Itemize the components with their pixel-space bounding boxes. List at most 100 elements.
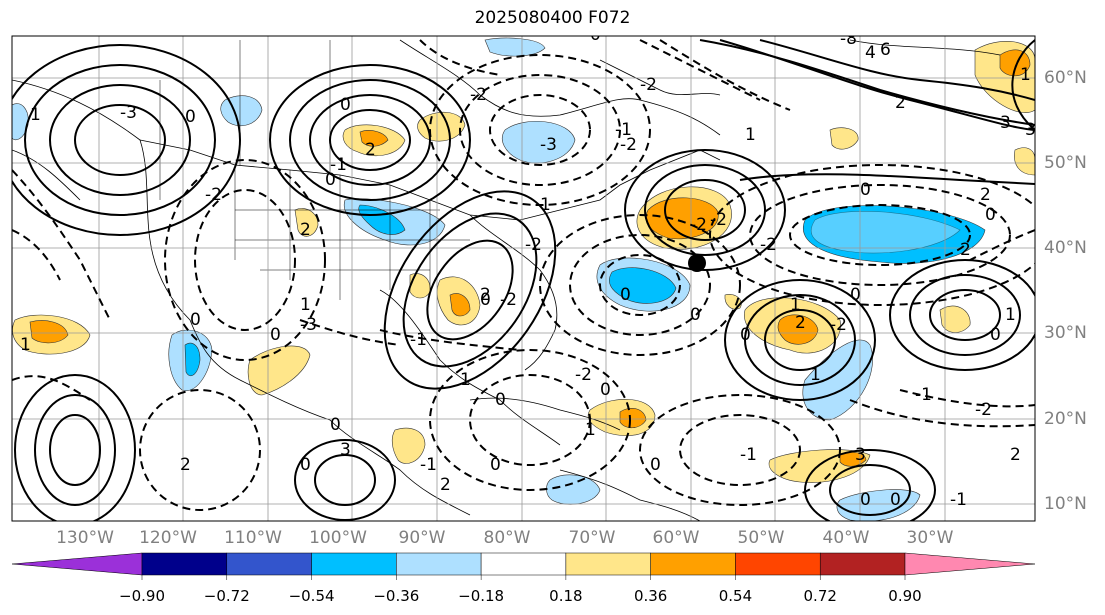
contour-label: 0 bbox=[495, 390, 506, 410]
contour-label: -1 bbox=[915, 385, 932, 405]
map-background bbox=[12, 36, 1035, 521]
contour-label: 1 bbox=[300, 295, 311, 315]
contour-label: 0 bbox=[740, 325, 751, 345]
longitude-label: 130°W bbox=[56, 528, 114, 548]
colorbar-segment bbox=[565, 552, 651, 576]
contour-label: 3 bbox=[340, 440, 351, 460]
colorbar-tick-label: −0.72 bbox=[203, 587, 250, 605]
latitude-label: 60°N bbox=[1044, 68, 1087, 88]
contour-label: 3 bbox=[1025, 120, 1036, 140]
latitude-label: 50°N bbox=[1044, 153, 1087, 173]
contour-label: 1 bbox=[30, 105, 41, 125]
colorbar-segment bbox=[311, 552, 397, 576]
contour-label: 2 bbox=[980, 185, 991, 205]
colorbar-segment bbox=[735, 552, 821, 576]
contour-label: -3 bbox=[300, 315, 317, 335]
contour-label: -2 bbox=[575, 365, 592, 385]
graticule bbox=[12, 36, 1035, 521]
contour-label: 0 bbox=[590, 25, 601, 45]
contour-label: 1 bbox=[1020, 65, 1031, 85]
contour-label: 6 bbox=[880, 40, 891, 60]
colorbar-extend-high bbox=[904, 552, 1036, 576]
colorbar-tick-label: 0.90 bbox=[888, 587, 922, 605]
longitude-label: 40°W bbox=[822, 528, 870, 548]
longitude-label: 120°W bbox=[139, 528, 197, 548]
contour-label: 0 bbox=[860, 490, 871, 510]
figure-title: 2025080400 F072 bbox=[474, 8, 631, 28]
contour-label: -2 bbox=[525, 235, 542, 255]
contour-label: -3 bbox=[540, 135, 557, 155]
colorbar-segment bbox=[396, 552, 482, 576]
contour-label: -2 bbox=[500, 290, 517, 310]
contour-label: 0 bbox=[325, 170, 336, 190]
contour-label: 0 bbox=[985, 205, 996, 225]
latitude-label: 20°N bbox=[1044, 409, 1087, 429]
colorbar-segment bbox=[226, 552, 312, 576]
contour-label: -3 bbox=[120, 103, 137, 123]
contour-label: 1 bbox=[1005, 305, 1016, 325]
contour-label: -2 bbox=[760, 235, 777, 255]
contour-label: -2 bbox=[975, 400, 992, 420]
colorbar-tick-label: −0.36 bbox=[373, 587, 420, 605]
contour-label: 1 bbox=[810, 365, 821, 385]
contour-label: 3 bbox=[855, 445, 866, 465]
contour-label: 1 bbox=[540, 195, 551, 215]
colorbar-tick-label: −0.54 bbox=[288, 587, 335, 605]
longitude-label: 70°W bbox=[568, 528, 616, 548]
contour-label: -1 bbox=[615, 120, 632, 140]
contour-label: 1 bbox=[745, 125, 756, 145]
contour-label: 0 bbox=[300, 455, 311, 475]
contour-label: 1 bbox=[585, 420, 596, 440]
colorbar-segment bbox=[819, 552, 906, 576]
contour-label: 0 bbox=[690, 305, 701, 325]
colorbar-tick-label: −0.90 bbox=[119, 587, 165, 605]
contour-label: 0 bbox=[340, 95, 351, 115]
contour-label: -2 bbox=[470, 85, 487, 105]
map-frame bbox=[11, 35, 1036, 522]
longitude-label: 80°W bbox=[483, 528, 531, 548]
contour-label: 0 bbox=[650, 455, 661, 475]
contour-label: -2 bbox=[830, 315, 847, 335]
negative-contours bbox=[12, 39, 1035, 511]
contour-label: 0 bbox=[330, 415, 341, 435]
colorbar-tick-label: −0.18 bbox=[458, 587, 505, 605]
colorbar-segment bbox=[480, 552, 567, 576]
contour-label: 2 bbox=[180, 455, 191, 475]
longitude-label: 50°W bbox=[737, 528, 785, 548]
positive-contours bbox=[12, 39, 1035, 521]
contour-label: 2 bbox=[365, 140, 376, 160]
contour-label: -1 bbox=[330, 155, 347, 175]
contour-label: 0 bbox=[990, 325, 1001, 345]
contour-label: 0 bbox=[480, 290, 491, 310]
contour-label: 0 bbox=[185, 107, 196, 127]
longitude-label: 110°W bbox=[224, 528, 282, 548]
contour-label: -1 bbox=[950, 490, 967, 510]
shaded-anomalies bbox=[12, 37, 1035, 521]
latitude-label: 10°N bbox=[1044, 494, 1087, 514]
contour-label: -2 bbox=[205, 185, 222, 205]
colorbar-tick-label: 0.72 bbox=[803, 587, 837, 605]
contour-label: 0 bbox=[850, 285, 861, 305]
contour-label: -2 bbox=[620, 135, 637, 155]
contour-label: 0 bbox=[620, 285, 631, 305]
contour-label: 0 bbox=[190, 310, 201, 330]
longitude-label: 90°W bbox=[398, 528, 446, 548]
contour-label: 0 bbox=[890, 490, 901, 510]
longitude-label: 30°W bbox=[906, 528, 954, 548]
contour-label: 0 bbox=[270, 325, 281, 345]
colorbar-extend-low bbox=[11, 552, 143, 576]
contour-label: 0 bbox=[600, 380, 611, 400]
colorbar-segment bbox=[141, 552, 228, 576]
latitude-label: 40°N bbox=[1044, 238, 1087, 258]
contour-label: -1 bbox=[740, 445, 757, 465]
contour-label: 2 bbox=[440, 475, 451, 495]
contour-label: 2 bbox=[1010, 445, 1021, 465]
contour-label: 2 bbox=[480, 285, 491, 305]
contour-label: 1 bbox=[20, 335, 31, 355]
contour-label: 1 bbox=[460, 370, 471, 390]
contour-label: 1 bbox=[790, 295, 801, 315]
contour-label: -1 bbox=[420, 455, 437, 475]
contour-label: -2 bbox=[640, 75, 657, 95]
